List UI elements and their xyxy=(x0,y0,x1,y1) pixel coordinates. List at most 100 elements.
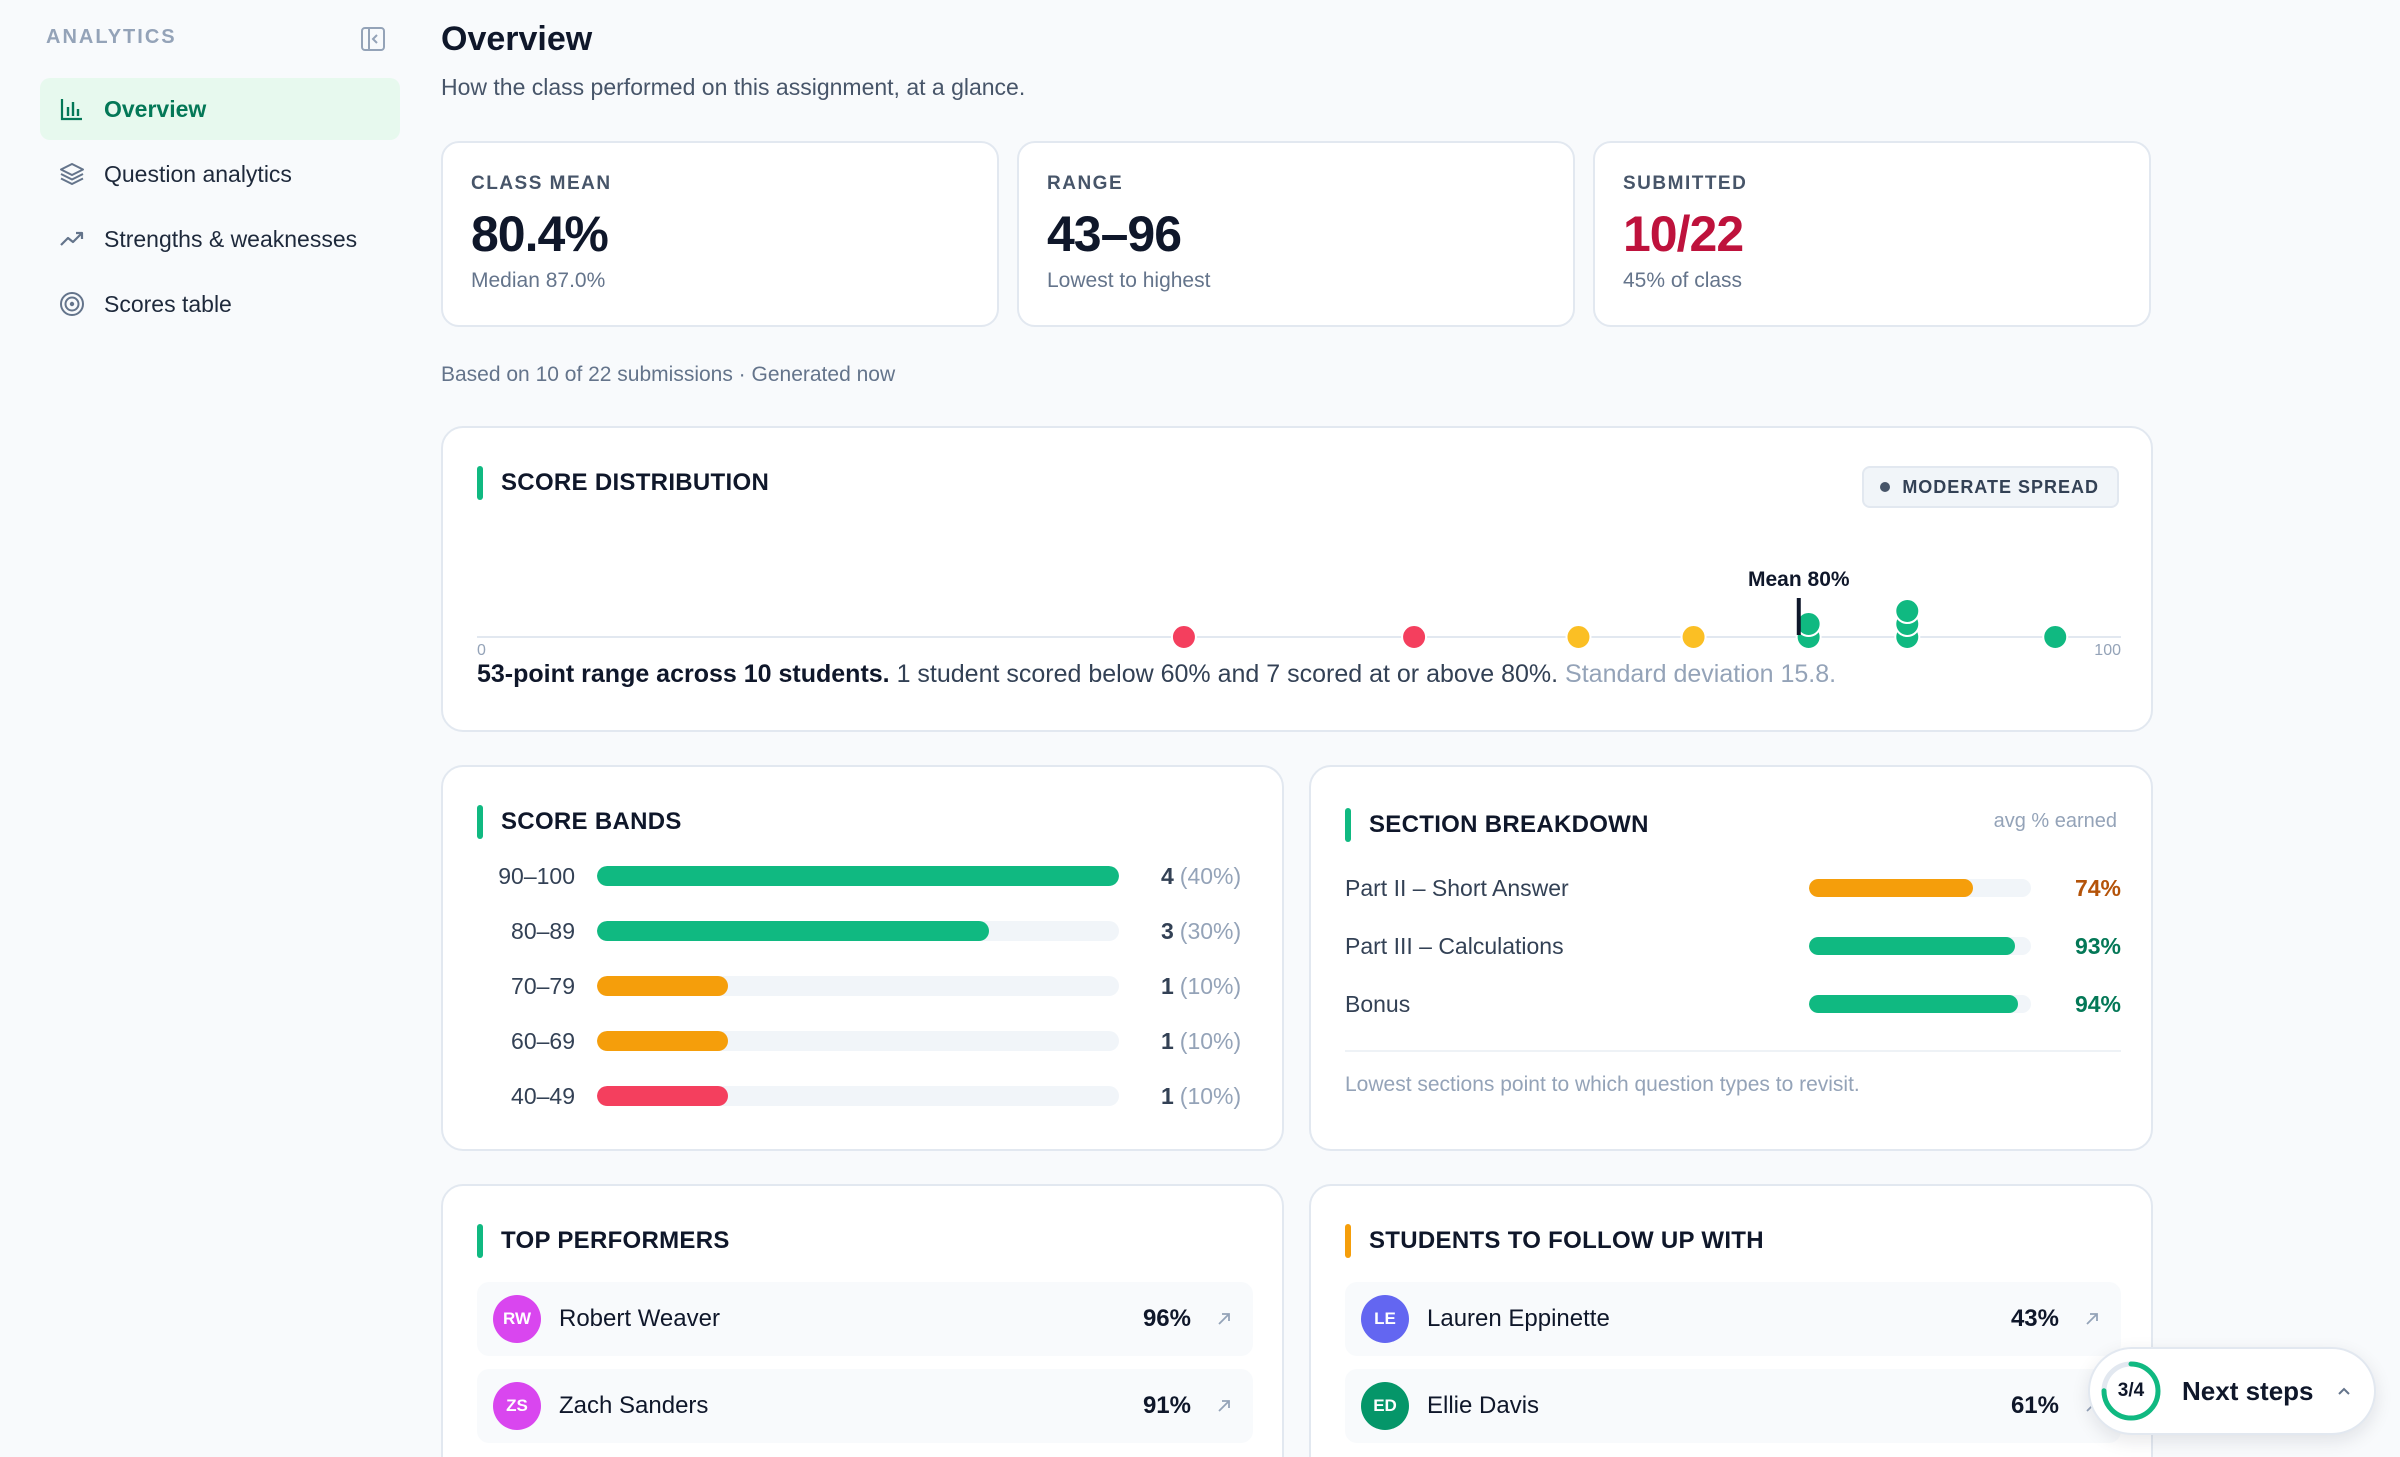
open-external-icon[interactable] xyxy=(2083,1310,2101,1328)
sidebar-item-scores-table[interactable]: Scores table xyxy=(40,273,400,335)
score-dot xyxy=(1401,624,1428,650)
layers-icon xyxy=(58,160,86,188)
band-label: 60–69 xyxy=(511,1027,575,1054)
axis-min-label: 0 xyxy=(477,642,486,658)
band-row: 80–89 3 (30%) xyxy=(477,916,1241,946)
badge-dot xyxy=(1880,482,1891,492)
progress-text: 3/4 xyxy=(2117,1380,2145,1401)
band-track xyxy=(597,1086,1119,1106)
next-steps-button[interactable]: 3/4 Next steps xyxy=(2088,1347,2376,1435)
score-dot xyxy=(1170,624,1197,650)
stat-card-class-mean: CLASS MEAN 80.4% Median 87.0% xyxy=(441,141,999,327)
sidebar-item-label: Overview xyxy=(104,95,207,122)
section-fill xyxy=(1809,879,1974,897)
band-row: 40–49 1 (10%) xyxy=(477,1081,1241,1111)
sidebar-heading: ANALYTICS xyxy=(46,26,177,48)
sidebar-item-question-analytics[interactable]: Question analytics xyxy=(40,143,400,205)
band-count: 4 xyxy=(1161,862,1174,889)
band-fill xyxy=(597,976,728,996)
next-steps-label: Next steps xyxy=(2182,1375,2314,1406)
sidebar-header: ANALYTICS xyxy=(46,26,386,52)
accent-bar xyxy=(1345,1224,1351,1258)
band-row: 90–100 4 (40%) xyxy=(477,861,1241,891)
student-name: Robert Weaver xyxy=(559,1305,720,1332)
stat-sub: 45% of class xyxy=(1623,269,1743,292)
page-title: Overview xyxy=(441,20,593,58)
stat-sub: Lowest to highest xyxy=(1047,269,1211,292)
student-score: 43% xyxy=(2010,1305,2059,1332)
card-title-text: SCORE DISTRIBUTION xyxy=(501,469,770,496)
score-dots xyxy=(1170,598,2069,650)
student-row[interactable]: ED Ellie Davis 61% xyxy=(1345,1369,2121,1443)
sidebar-item-overview[interactable]: Overview xyxy=(40,78,400,140)
sidebar-item-strengths-weaknesses[interactable]: Strengths & weaknesses xyxy=(40,208,400,270)
avatar: LE xyxy=(1361,1295,1409,1343)
section-name: Part II – Short Answer xyxy=(1345,874,1569,901)
band-label: 80–89 xyxy=(511,917,575,944)
section-fill xyxy=(1809,937,2016,955)
divider xyxy=(1345,1050,2121,1052)
band-fill xyxy=(597,921,989,941)
section-name: Part III – Calculations xyxy=(1345,932,1564,959)
mean-label: Mean 80% xyxy=(1748,568,1850,591)
accent-bar xyxy=(1345,808,1351,842)
section-track xyxy=(1809,995,2031,1013)
student-name: Lauren Eppinette xyxy=(1427,1305,1610,1332)
open-external-icon[interactable] xyxy=(1215,1397,1233,1415)
student-score: 96% xyxy=(1142,1305,1191,1332)
section-footer: Lowest sections point to which question … xyxy=(1345,1073,1860,1096)
axis-max-label: 100 xyxy=(2094,642,2121,658)
band-pct: (30%) xyxy=(1179,917,1242,944)
sidebar-item-label: Strengths & weaknesses xyxy=(104,225,358,252)
score-dot xyxy=(1680,624,1707,650)
card-title: STUDENTS TO FOLLOW UP WITH xyxy=(1345,1224,1764,1258)
score-distribution-card: SCORE DISTRIBUTION MODERATE SPREAD 0 100… xyxy=(441,426,2153,732)
stat-value: 80.4% xyxy=(471,206,609,262)
student-row[interactable]: RW Robert Weaver 96% xyxy=(477,1282,1253,1356)
basis-note: Based on 10 of 22 submissions · Generate… xyxy=(441,363,896,386)
band-count: 1 xyxy=(1161,1027,1174,1054)
follow-up-card: STUDENTS TO FOLLOW UP WITH LE Lauren Epp… xyxy=(1309,1184,2153,1457)
avatar: ED xyxy=(1361,1382,1409,1430)
score-bands-card: SCORE BANDS 90–100 4 (40%) 80–89 3 (30%)… xyxy=(441,765,1284,1151)
score-dot xyxy=(2042,624,2069,650)
band-pct: (10%) xyxy=(1179,1027,1242,1054)
distribution-strip: 0 100 Mean 80% xyxy=(477,568,2121,658)
stat-sub: Median 87.0% xyxy=(471,269,606,292)
collapse-sidebar-icon[interactable] xyxy=(360,26,386,52)
badge-label: MODERATE SPREAD xyxy=(1902,476,2099,497)
sidebar-nav: Overview Question analytics Strengths & … xyxy=(40,78,400,338)
summary-muted: Standard deviation 15.8. xyxy=(1558,660,1837,688)
student-row[interactable]: ZS Zach Sanders 91% xyxy=(477,1369,1253,1443)
student-score: 91% xyxy=(1142,1392,1191,1419)
section-track xyxy=(1809,879,2031,897)
card-title: SCORE BANDS xyxy=(477,805,682,839)
open-external-icon[interactable] xyxy=(1215,1310,1233,1328)
accent-bar xyxy=(477,805,483,839)
section-track xyxy=(1809,937,2031,955)
student-row[interactable]: LE Lauren Eppinette 43% xyxy=(1345,1282,2121,1356)
band-pct: (10%) xyxy=(1179,1082,1242,1109)
accent-bar xyxy=(477,1224,483,1258)
distribution-summary: 53-point range across 10 students. 1 stu… xyxy=(477,660,1836,689)
card-title-text: SECTION BREAKDOWN xyxy=(1369,811,1649,838)
target-icon xyxy=(58,290,86,318)
band-label: 90–100 xyxy=(498,862,575,889)
spread-badge: MODERATE SPREAD xyxy=(1862,466,2119,508)
band-track xyxy=(597,976,1119,996)
section-name: Bonus xyxy=(1345,990,1411,1017)
accent-bar xyxy=(477,466,483,500)
card-title-text: STUDENTS TO FOLLOW UP WITH xyxy=(1369,1227,1764,1254)
section-value: 94% xyxy=(2074,990,2121,1017)
sidebar-item-label: Question analytics xyxy=(104,160,292,187)
bar-chart-icon xyxy=(58,95,86,123)
band-track xyxy=(597,1031,1119,1051)
section-row: Part II – Short Answer 74% xyxy=(1345,873,2121,903)
section-fill xyxy=(1809,995,2018,1013)
summary-bold: 53-point range across 10 students. xyxy=(477,660,890,688)
page-subtitle: How the class performed on this assignme… xyxy=(441,74,1026,100)
card-title: TOP PERFORMERS xyxy=(477,1224,730,1258)
band-fill xyxy=(597,1031,728,1051)
top-performers-card: TOP PERFORMERS RW Robert Weaver 96% ZS Z… xyxy=(441,1184,1284,1457)
progress-arc xyxy=(2101,1361,2161,1421)
